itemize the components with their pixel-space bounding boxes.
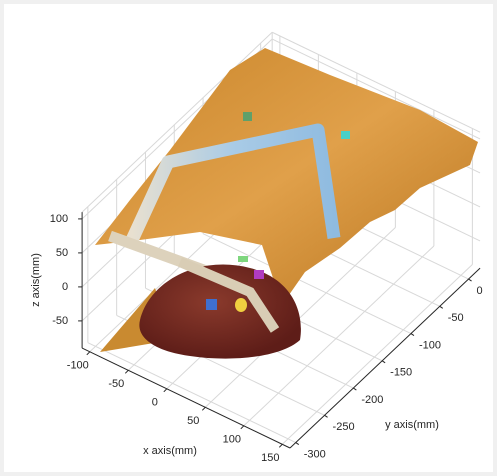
y-tick-label: -300 xyxy=(304,448,326,460)
x-tick-label: 100 xyxy=(223,434,241,446)
x-tick-label: -50 xyxy=(108,378,124,390)
marker xyxy=(238,256,248,262)
marker xyxy=(341,131,350,139)
x-axis-label: x axis(mm) xyxy=(143,445,197,457)
y-tick-label: 0 xyxy=(477,285,483,297)
marker xyxy=(254,270,264,279)
marker xyxy=(235,298,247,312)
x-tick-label: 0 xyxy=(152,397,158,409)
marker xyxy=(243,112,252,121)
x-tick-label: -100 xyxy=(67,360,89,372)
y-tick-label: -100 xyxy=(419,339,441,351)
y-axis-label: y axis(mm) xyxy=(385,419,439,431)
z-tick-label: -50 xyxy=(52,315,68,327)
x-tick-label: 50 xyxy=(187,415,199,427)
y-tick-label: -50 xyxy=(448,312,464,324)
y-tick-label: -150 xyxy=(390,367,412,379)
z-tick-label: 100 xyxy=(50,213,68,225)
x-tick-label: 150 xyxy=(261,452,279,464)
z-axis-label: z axis(mm) xyxy=(30,253,42,307)
y-tick-label: -250 xyxy=(333,421,355,433)
y-tick-label: -200 xyxy=(361,394,383,406)
page: {"chart_data": {"type": "surface3d", "xl… xyxy=(0,0,497,476)
marker xyxy=(206,299,217,310)
z-tick-label: 0 xyxy=(62,281,68,293)
chart: -100 -50 0 50 100 150 0 -50 -100 -150 -200 -250 -300… xyxy=(0,0,497,476)
z-tick-label: 50 xyxy=(56,247,68,259)
